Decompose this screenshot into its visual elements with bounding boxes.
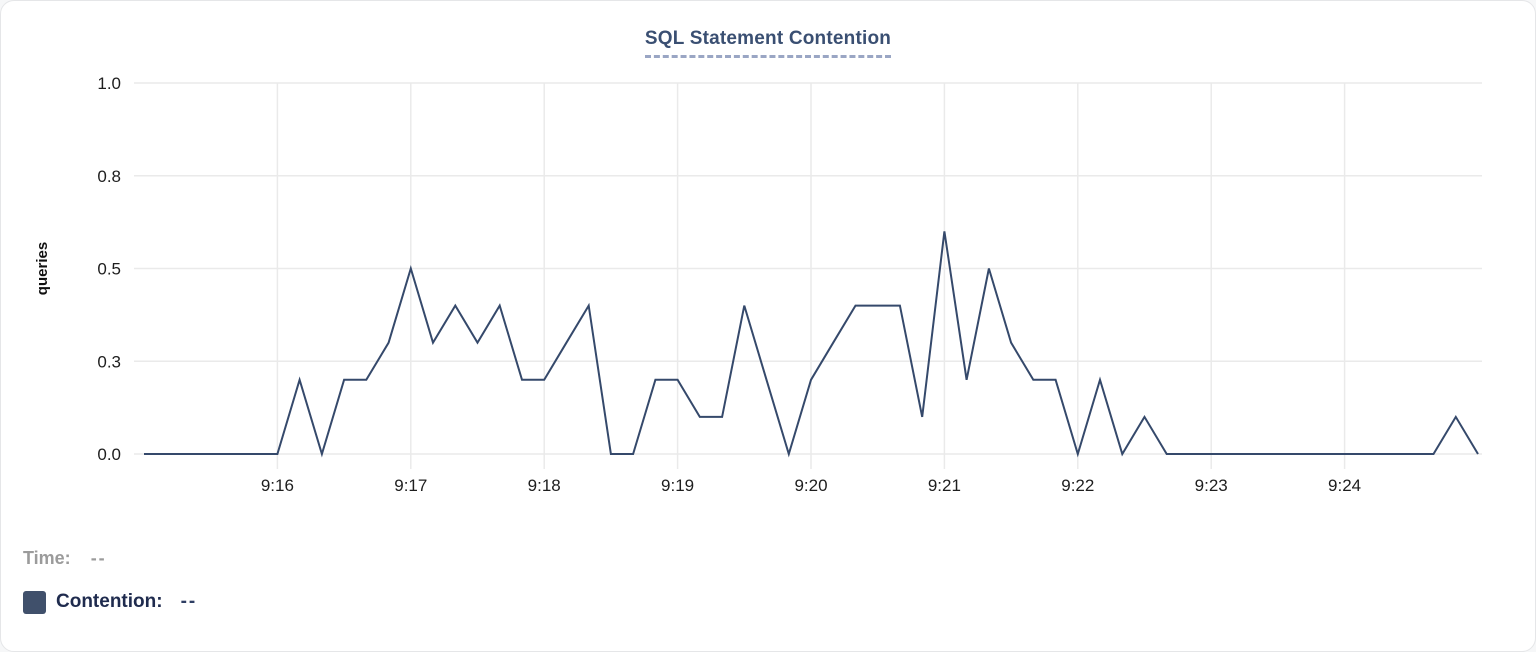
chart-header: SQL Statement Contention [1, 28, 1535, 58]
contention-readout-value: -- [180, 591, 198, 612]
x-tick-label: 9:18 [528, 476, 561, 495]
y-tick-label: 0.8 [97, 167, 121, 186]
y-tick-label: 0.5 [97, 260, 121, 279]
chart-legend: Time: -- Contention: -- [23, 546, 197, 615]
time-readout-label: Time: [23, 547, 71, 568]
y-tick-label: 0.0 [97, 445, 121, 464]
chart-title[interactable]: SQL Statement Contention [644, 28, 892, 58]
y-axis-title: queries [34, 242, 51, 295]
x-tick-label: 9:20 [794, 476, 827, 495]
time-readout-value: -- [90, 547, 107, 568]
x-tick-label: 9:24 [1328, 476, 1361, 495]
x-tick-label: 9:19 [661, 476, 694, 495]
contention-series-swatch [23, 590, 46, 614]
x-tick-label: 9:23 [1195, 476, 1228, 495]
x-tick-label: 9:16 [261, 476, 294, 495]
time-readout-row: Time: -- [23, 546, 197, 570]
y-tick-label: 0.3 [97, 352, 121, 371]
x-tick-label: 9:17 [394, 476, 427, 495]
x-tick-label: 9:21 [928, 476, 961, 495]
contention-readout-label: Contention: [56, 591, 163, 612]
x-tick-label: 9:22 [1061, 476, 1094, 495]
legend-item-contention[interactable]: Contention: -- [23, 589, 197, 615]
y-tick-label: 1.0 [97, 74, 121, 93]
contention-series-line[interactable] [144, 231, 1479, 458]
